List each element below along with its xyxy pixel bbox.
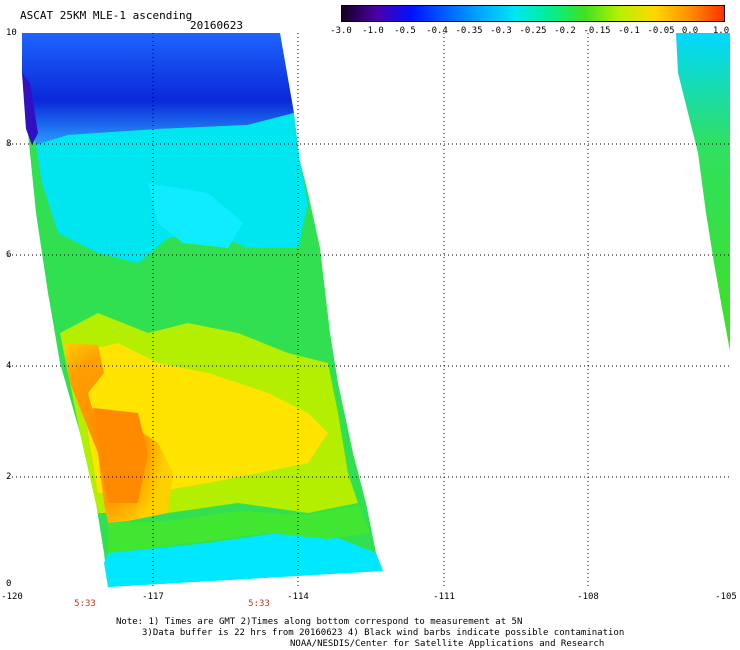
- lon-label: -114: [287, 592, 309, 602]
- footer-credit: NOAA/NESDIS/Center for Satellite Applica…: [290, 639, 605, 649]
- color-scale-bar: [341, 5, 725, 22]
- swath-blue-region: [22, 33, 294, 145]
- lon-label: -117: [142, 592, 164, 602]
- lat-label: 8: [6, 139, 12, 149]
- swath-green-bottom: [108, 505, 370, 553]
- lat-label: 10: [6, 28, 17, 38]
- swath-cyan-bottom: [104, 533, 383, 587]
- scale-label: -0.1: [618, 26, 640, 36]
- product-title: ASCAT 25KM MLE-1 ascending: [20, 9, 193, 22]
- swath-map: [8, 33, 730, 587]
- scale-label: -0.5: [394, 26, 416, 36]
- scale-label: 1.0: [712, 26, 730, 36]
- swath-cyan-center: [148, 183, 243, 248]
- swath-dark-blue-edge: [22, 73, 38, 145]
- scale-label: -0.35: [455, 26, 483, 36]
- product-date: 20160623: [190, 19, 243, 32]
- swath-orange-core: [94, 408, 148, 503]
- footer-note-2: 3)Data buffer is 22 hrs from 20160623 4)…: [142, 628, 625, 638]
- lat-lon-grid: [8, 33, 730, 587]
- time-label: 5:33: [248, 599, 270, 609]
- lat-label: 2: [6, 472, 12, 482]
- lat-label: 6: [6, 250, 12, 260]
- time-label: 5:33: [74, 599, 96, 609]
- footer-note-1: Note: 1) Times are GMT 2)Times along bot…: [116, 617, 523, 627]
- scale-label: -0.3: [490, 26, 512, 36]
- scale-label: -0.25: [519, 26, 547, 36]
- lon-label: -111: [433, 592, 455, 602]
- scale-label: -0.2: [554, 26, 576, 36]
- scale-label: -3.0: [330, 26, 352, 36]
- lat-label: 0: [6, 579, 12, 589]
- lon-label: -120: [1, 592, 23, 602]
- scale-label: -0.15: [583, 26, 611, 36]
- scale-label: -1.0: [362, 26, 384, 36]
- lon-label: -105: [715, 592, 737, 602]
- scale-label: -0.05: [647, 26, 675, 36]
- swath-right-edge: [676, 33, 730, 351]
- lat-label: 4: [6, 361, 12, 371]
- scale-label: -0.4: [426, 26, 448, 36]
- lon-label: -108: [577, 592, 599, 602]
- scale-label: 0.0: [681, 26, 699, 36]
